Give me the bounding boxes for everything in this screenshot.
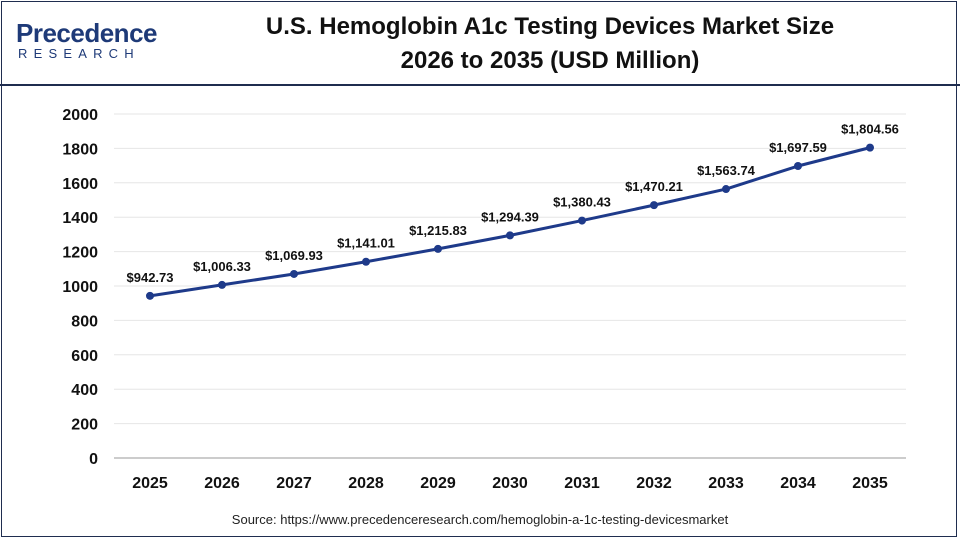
y-tick-label: 1800	[62, 141, 98, 158]
data-point	[578, 216, 586, 225]
x-tick-label: 2028	[348, 475, 384, 492]
y-tick-label: 1200	[62, 245, 98, 262]
data-label: $942.73	[127, 270, 174, 285]
data-point	[650, 201, 658, 210]
logo-sub-text: RESEARCH	[18, 46, 140, 61]
y-tick-label: 400	[71, 382, 98, 399]
chart-title-line-1: U.S. Hemoglobin A1c Testing Devices Mark…	[265, 13, 835, 40]
data-point	[434, 244, 442, 253]
x-tick-label: 2026	[204, 475, 240, 492]
y-tick-label: 0	[89, 451, 98, 468]
data-label: $1,069.93	[265, 248, 323, 263]
x-tick-label: 2030	[492, 475, 528, 492]
data-point	[218, 280, 226, 289]
y-tick-label: 1600	[62, 176, 98, 193]
data-label: $1,294.39	[481, 209, 539, 224]
data-label: $1,215.83	[409, 223, 467, 238]
x-tick-label: 2027	[276, 475, 312, 492]
y-tick-label: 600	[71, 348, 98, 365]
x-tick-label: 2032	[636, 475, 672, 492]
x-tick-label: 2025	[132, 475, 168, 492]
y-tick-label: 800	[71, 313, 98, 330]
data-label: $1,470.21	[625, 179, 683, 194]
data-point	[290, 269, 298, 278]
data-label: $1,141.01	[337, 236, 395, 251]
data-label: $1,697.59	[769, 140, 827, 155]
data-point	[794, 162, 802, 171]
data-point	[722, 185, 730, 194]
y-tick-label: 2000	[62, 107, 98, 124]
data-label: $1,563.74	[697, 163, 756, 178]
data-label: $1,006.33	[193, 259, 251, 274]
y-tick-label: 200	[71, 417, 98, 434]
data-point	[506, 231, 514, 240]
header-divider	[0, 84, 960, 86]
y-tick-label: 1400	[62, 210, 98, 227]
x-tick-label: 2031	[564, 475, 600, 492]
x-tick-label: 2033	[708, 475, 744, 492]
header: Precedence RESEARCH U.S. Hemoglobin A1c …	[0, 0, 960, 86]
logo-main-text: Precedence	[16, 18, 157, 48]
data-label: $1,804.56	[841, 122, 899, 137]
data-point	[866, 143, 874, 152]
data-point	[146, 291, 154, 300]
precedence-research-logo: Precedence RESEARCH	[16, 14, 166, 66]
chart-title: U.S. Hemoglobin A1c Testing Devices Mark…	[240, 10, 860, 78]
data-point	[362, 257, 370, 266]
data-label: $1,380.43	[553, 195, 611, 210]
x-tick-label: 2035	[852, 475, 888, 492]
source-note: Source: https://www.precedenceresearch.c…	[231, 512, 729, 527]
x-tick-label: 2029	[420, 475, 456, 492]
chart-title-line-2: 2026 to 2035 (USD Million)	[400, 47, 700, 74]
x-tick-label: 2034	[780, 475, 816, 492]
y-tick-label: 1000	[62, 279, 98, 296]
